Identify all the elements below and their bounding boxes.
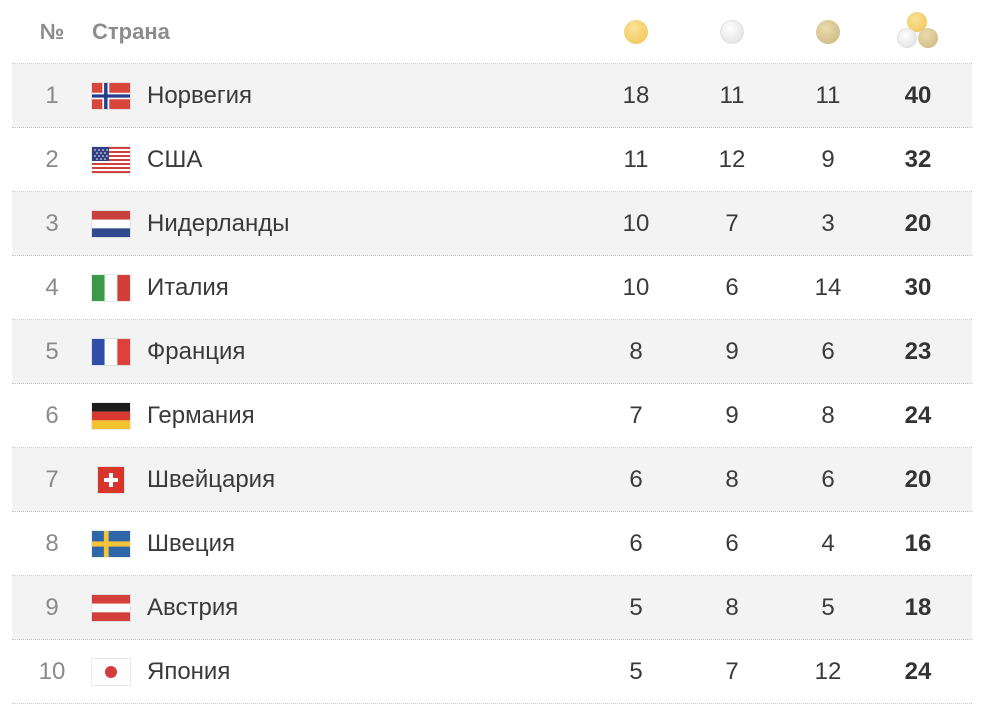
table-row[interactable]: 10 Япония 5 7 12 24 [12,640,972,704]
total-count: 20 [904,209,932,237]
total-count: 23 [904,337,932,365]
total-count: 32 [904,145,932,173]
netherlands-flag-icon [92,210,130,237]
total-count: 24 [904,401,932,429]
silver-count: 8 [725,465,739,493]
table-row[interactable]: 1 Норвегия 18 11 11 40 [12,64,972,128]
silver-count: 6 [725,529,739,557]
silver-count: 11 [719,81,745,109]
country-name: Швеция [147,529,235,557]
rank-cell: 1 [45,81,59,109]
rank-cell: 5 [45,337,59,365]
country-name: Швейцария [147,465,276,493]
table-row[interactable]: 6 Германия 7 9 8 24 [12,384,972,448]
bronze-count: 12 [814,657,842,685]
gold-count: 18 [622,81,650,109]
bronze-count: 8 [821,401,835,429]
bronze-count: 5 [821,593,835,621]
bronze-column-header [798,0,858,63]
table-row[interactable]: 8 Швеция 6 6 4 16 [12,512,972,576]
silver-count: 9 [725,337,739,365]
country-name: Нидерланды [147,209,290,237]
gold-count: 5 [629,657,643,685]
table-row[interactable]: 3 Нидерланды 10 7 3 20 [12,192,972,256]
rank-cell: 10 [38,657,66,685]
france-flag-icon [92,338,130,365]
rank-cell: 9 [45,593,59,621]
country-name: Австрия [147,593,239,621]
japan-flag-icon [92,658,130,685]
silver-column-header [702,0,762,63]
italy-flag-icon [92,274,130,301]
bronze-count: 6 [821,337,835,365]
total-count: 18 [904,593,932,621]
country-column-header: Страна [92,18,170,44]
silver-count: 7 [725,209,739,237]
country-name: Германия [147,401,255,429]
country-name: США [147,145,203,173]
medal-table: № Страна 1 Норвегия 18 11 11 40 [12,0,972,704]
total-column-header [888,0,948,63]
bronze-count: 6 [821,465,835,493]
rank-column-header: № [39,18,65,44]
silver-count: 6 [725,273,739,301]
gold-medal-icon [624,19,648,44]
rank-cell: 3 [45,209,59,237]
gold-count: 10 [622,273,650,301]
table-header: № Страна [12,0,972,64]
bronze-count: 4 [821,529,835,557]
bronze-count: 11 [815,81,841,109]
gold-count: 7 [629,401,643,429]
table-row[interactable]: 4 Италия 10 6 14 30 [12,256,972,320]
silver-count: 7 [725,657,739,685]
table-row[interactable]: 5 Франция 8 9 6 23 [12,320,972,384]
bronze-count: 3 [821,209,835,237]
total-medals-icon [894,11,942,52]
table-row[interactable]: 2 США 11 12 9 [12,128,972,192]
total-count: 24 [904,657,932,685]
rank-cell: 7 [45,465,59,493]
table-row[interactable]: 7 Швейцария 6 8 6 20 [12,448,972,512]
silver-count: 9 [725,401,739,429]
silver-count: 12 [718,145,746,173]
total-count: 40 [904,81,932,109]
total-count: 30 [904,273,932,301]
country-name: Италия [147,273,229,301]
gold-count: 8 [629,337,643,365]
gold-count: 5 [629,593,643,621]
rank-cell: 8 [45,529,59,557]
rank-cell: 4 [45,273,59,301]
bronze-count: 9 [821,145,835,173]
country-name: Норвегия [147,81,253,109]
silver-medal-icon [720,19,744,44]
rank-cell: 6 [45,401,59,429]
usa-flag-icon [92,146,130,173]
table-row[interactable]: 9 Австрия 5 8 5 18 [12,576,972,640]
bronze-medal-icon [816,19,840,44]
bronze-count: 14 [814,273,842,301]
gold-count: 10 [622,209,650,237]
total-count: 20 [904,465,932,493]
norway-flag-icon [92,82,130,109]
country-name: Франция [147,337,246,365]
switzerland-flag-icon [98,466,124,493]
rank-cell: 2 [45,145,59,173]
sweden-flag-icon [92,530,130,557]
gold-count: 11 [623,145,649,173]
total-count: 16 [904,529,932,557]
gold-column-header [606,0,666,63]
germany-flag-icon [92,402,130,429]
gold-count: 6 [629,465,643,493]
austria-flag-icon [92,594,130,621]
country-name: Япония [147,657,231,685]
gold-count: 6 [629,529,643,557]
silver-count: 8 [725,593,739,621]
